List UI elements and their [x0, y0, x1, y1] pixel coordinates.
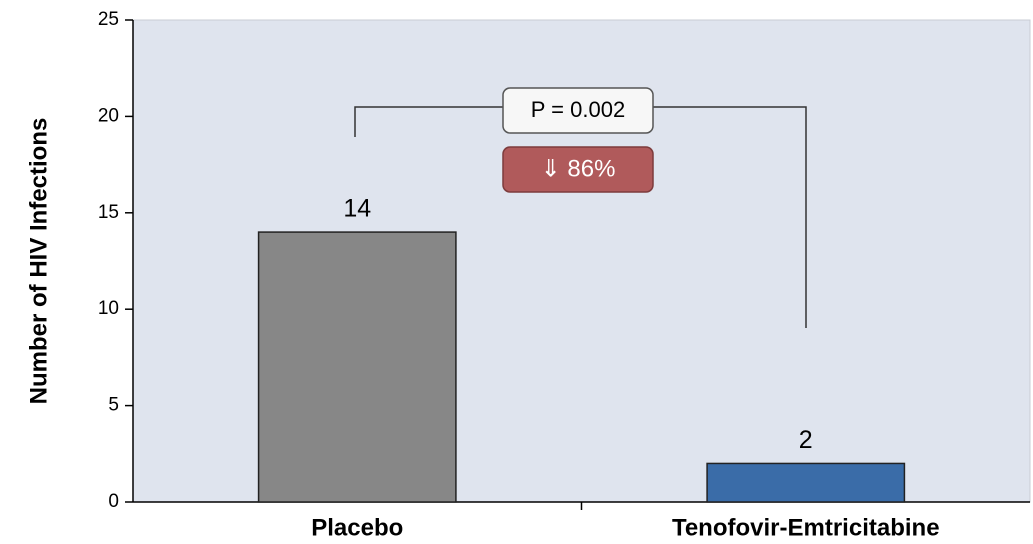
annotation: P = 0.002 [531, 97, 625, 122]
y-tick-label: 15 [98, 202, 119, 223]
data-label: 14 [343, 195, 371, 223]
bar [706, 462, 906, 503]
annotation-box [502, 146, 654, 193]
y-tick-label: 20 [98, 105, 119, 126]
y-tick-label: 10 [98, 298, 119, 319]
x-tick-label: Placebo [311, 514, 403, 541]
x-tick-label: Tenofovir-Emtricitabine [672, 514, 940, 541]
y-axis-label: Number of HIV Infections [25, 118, 52, 405]
plot: 0 5 10 15 20 25 Placebo 14 Tenofovir-Emtricitabi… [98, 9, 1030, 541]
annotation-box [502, 87, 654, 134]
bar [257, 231, 457, 503]
y-tick-label: 0 [108, 491, 119, 512]
data-label: 2 [799, 426, 813, 454]
y-tick-label: 25 [98, 9, 119, 30]
y-tick-label: 5 [108, 395, 119, 416]
annotation: ⇓ 86% [541, 155, 616, 182]
